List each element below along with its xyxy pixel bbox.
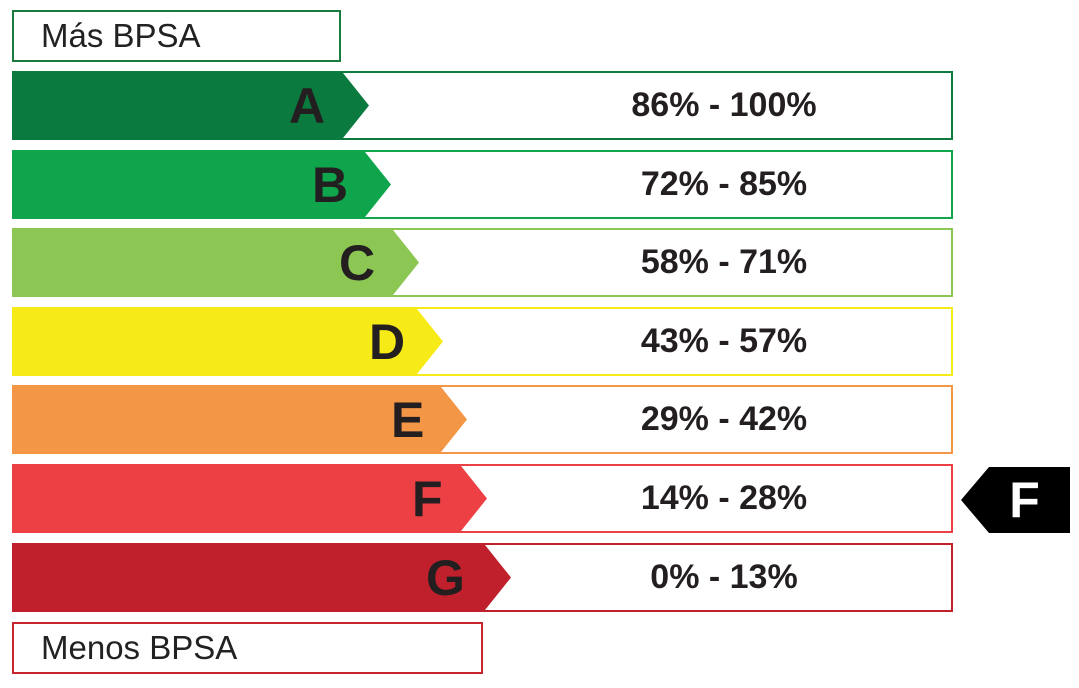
band-c-bar xyxy=(14,230,419,295)
band-b-bar xyxy=(14,152,391,217)
band-e: E 29% - 42% xyxy=(12,385,953,454)
band-b-range: 72% - 85% xyxy=(640,165,808,203)
band-g-range: 0% - 13% xyxy=(650,558,798,596)
band-d: D 43% - 57% xyxy=(12,307,953,376)
current-rating-indicator: F xyxy=(961,467,1070,533)
band-c-range: 58% - 71% xyxy=(640,243,808,281)
current-rating-letter: F xyxy=(1009,472,1040,528)
band-f-range: 14% - 28% xyxy=(640,479,808,517)
band-b: B 72% - 85% xyxy=(12,150,953,219)
band-f-letter: F xyxy=(412,470,443,527)
band-d-range: 43% - 57% xyxy=(640,322,808,360)
band-c: C 58% - 71% xyxy=(12,228,953,297)
band-f: F 14% - 28% xyxy=(12,464,953,533)
band-d-bar xyxy=(14,309,443,374)
band-c-letter: C xyxy=(339,234,376,291)
band-a: A 86% - 100% xyxy=(12,71,953,140)
band-e-range: 29% - 42% xyxy=(640,400,808,438)
band-a-bar xyxy=(14,73,369,138)
band-e-bar xyxy=(14,387,467,452)
legend-more-bpsa: Más BPSA xyxy=(12,10,341,62)
band-g: G 0% - 13% xyxy=(12,543,953,612)
legend-less-bpsa: Menos BPSA xyxy=(12,622,483,674)
band-e-letter: E xyxy=(391,391,425,448)
band-a-range: 86% - 100% xyxy=(631,86,817,124)
band-f-bar xyxy=(14,466,487,531)
band-g-bar xyxy=(14,545,511,610)
legend-more-label: Más BPSA xyxy=(41,17,201,54)
band-g-letter: G xyxy=(426,549,465,606)
band-d-letter: D xyxy=(369,313,406,370)
band-a-letter: A xyxy=(289,77,326,134)
band-b-letter: B xyxy=(312,156,349,213)
legend-less-label: Menos BPSA xyxy=(41,629,238,666)
